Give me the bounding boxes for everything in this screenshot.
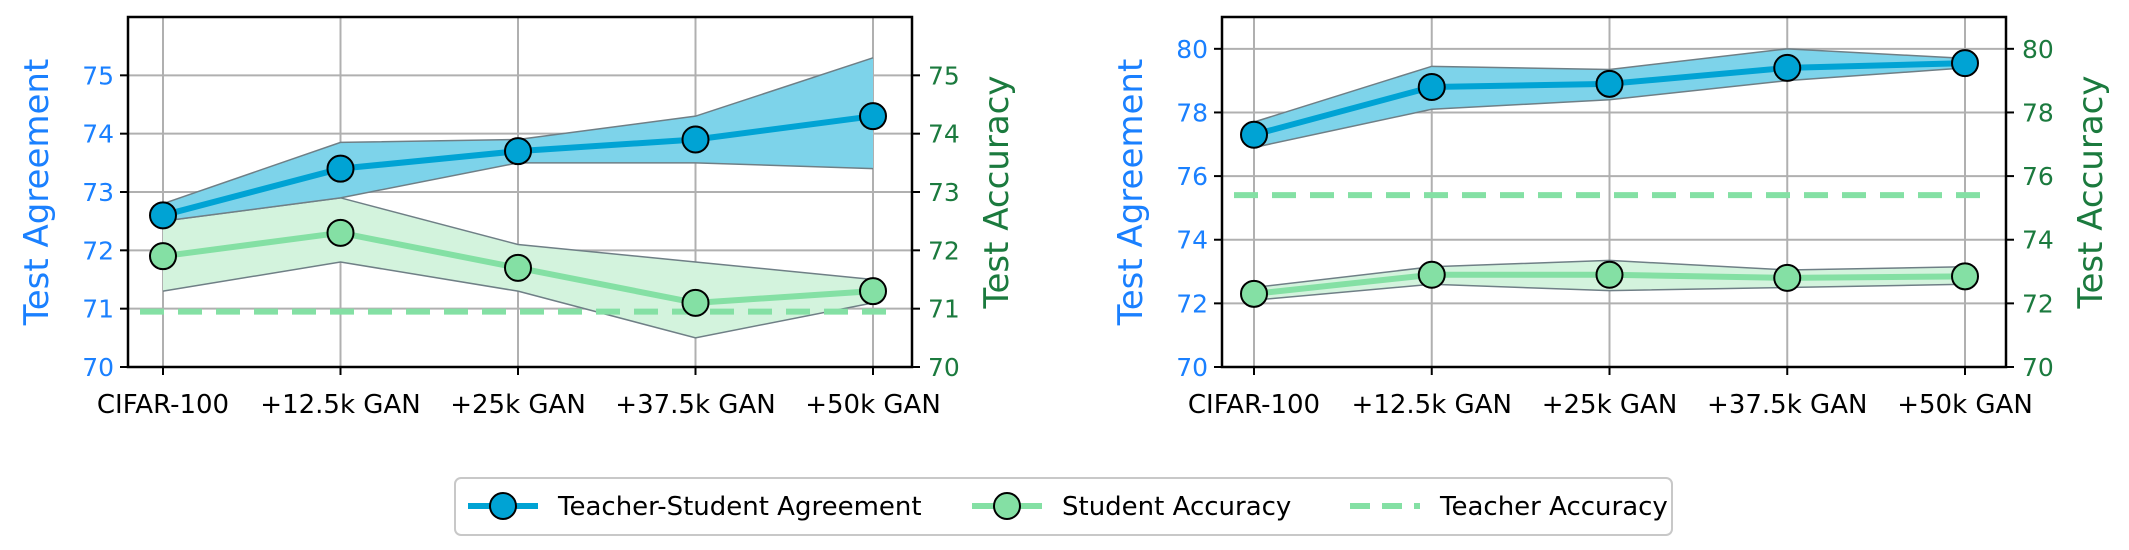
chart1-x-tick-label: +37.5k GAN: [615, 390, 775, 420]
chart2-x-tick-label: CIFAR-100: [1188, 390, 1320, 420]
chart2-student-accuracy-point: [1951, 262, 1979, 291]
chart1-student-band-lower-edge: [162, 261, 874, 339]
chart1-agreement-point: [859, 102, 887, 131]
chart2-student-accuracy-point: [1240, 279, 1268, 308]
chart2-y-right-tick-label: 70: [2022, 353, 2054, 382]
chart1-student-accuracy-point: [326, 218, 355, 247]
chart2-y-left-tick-label: 76: [1176, 162, 1208, 191]
chart1-y-left-tick-label: 75: [82, 61, 114, 90]
chart2-student-accuracy-point: [1417, 260, 1446, 289]
chart2-student-accuracy-point: [1773, 263, 1802, 292]
chart2-agreement-point: [1595, 69, 1624, 98]
chart1-agreement-point: [149, 201, 177, 230]
chart-left-panel: CIFAR-100 +12.5k GAN +25k GAN +37.5k GAN +50…: [17, 15, 1017, 420]
chart2-plot-frame: [1220, 15, 2008, 369]
chart2-y-right-axis-title: Test Accuracy: [2071, 76, 2111, 310]
chart2-y-right-tick-label: 74: [2022, 226, 2054, 255]
chart1-y-left-axis-title: Test Agreement: [17, 59, 57, 327]
legend-student-label: Student Accuracy: [1062, 492, 1291, 522]
chart2-agreement-point: [1773, 53, 1802, 82]
chart1-y-right-tick-label: 70: [928, 353, 960, 382]
chart1-student-accuracy-point: [149, 242, 177, 271]
chart1-y-right-tick-label: 72: [928, 236, 960, 265]
chart2-agreement-point: [1240, 120, 1268, 149]
chart2-y-left-axis-title: Test Agreement: [1111, 59, 1151, 327]
legend-student-marker: [993, 492, 1021, 520]
chart2-student-band-upper-edge: [1253, 259, 1966, 289]
chart1-y-right-axis-title: Test Accuracy: [977, 76, 1017, 310]
chart1-y-right-tick-label: 74: [928, 120, 960, 149]
chart1-agreement-point: [504, 137, 532, 166]
chart2-y-right-tick-label: 72: [2022, 289, 2054, 318]
chart1-student-accuracy-point: [859, 277, 887, 306]
chart2-x-tick-label: +12.5k GAN: [1352, 390, 1512, 420]
chart2-agreement-band-upper-edge: [1253, 48, 1966, 123]
chart1-x-tick-label: +12.5k GAN: [260, 390, 420, 420]
chart1-x-tick-label: +50k GAN: [805, 390, 941, 420]
chart2-y-left-tick-label: 72: [1176, 289, 1208, 318]
chart2-y-left-tick-label: 70: [1176, 353, 1208, 382]
legend-agreement-label: Teacher-Student Agreement: [557, 492, 922, 522]
chart2-student-accuracy-point: [1595, 260, 1624, 289]
chart2-y-left-tick-label: 78: [1176, 98, 1208, 127]
chart2-agreement-band-lower-edge: [1253, 67, 1966, 149]
legend-agreement-marker: [489, 492, 517, 520]
chart2-x-tick-label: +50k GAN: [1897, 390, 2033, 420]
chart1-y-left-tick-label: 71: [82, 295, 114, 324]
chart1-y-left-tick-label: 74: [82, 120, 114, 149]
chart2-y-right-tick-label: 78: [2022, 98, 2054, 127]
legend: Teacher-Student Agreement Student Accura…: [454, 477, 1673, 536]
chart1-student-accuracy-point: [504, 253, 532, 282]
chart2-agreement-point: [1417, 73, 1446, 101]
chart2-agreement-point: [1951, 49, 1979, 78]
legend-frame: [454, 477, 1673, 536]
chart1-y-right-tick-label: 73: [928, 178, 960, 207]
chart2-y-right-tick-label: 80: [2022, 35, 2054, 64]
chart1-agreement-point: [326, 154, 355, 183]
chart1-y-left-tick-label: 72: [82, 236, 114, 265]
chart1-agreement-point: [681, 125, 710, 154]
chart2-x-tick-label: +37.5k GAN: [1707, 390, 1867, 420]
chart2-x-tick-label: +25k GAN: [1542, 390, 1678, 420]
chart1-student-accuracy-point: [681, 288, 710, 317]
chart-right-panel: CIFAR-100 +12.5k GAN +25k GAN +37.5k GAN +50…: [1111, 15, 2111, 420]
legend-teacher-label: Teacher Accuracy: [1439, 492, 1668, 522]
chart1-y-right-tick-label: 71: [928, 295, 960, 324]
chart2-student-band-lower-edge: [1253, 283, 1966, 301]
chart2-y-left-tick-label: 80: [1176, 35, 1208, 64]
chart1-y-right-tick-label: 75: [928, 61, 960, 90]
chart1-x-tick-label: +25k GAN: [450, 390, 586, 420]
chart2-y-left-tick-label: 74: [1176, 226, 1208, 255]
chart2-y-right-tick-label: 76: [2022, 162, 2054, 191]
chart1-y-left-tick-label: 70: [82, 353, 114, 382]
chart1-y-left-tick-label: 73: [82, 178, 114, 207]
chart1-x-tick-label: CIFAR-100: [97, 390, 229, 420]
